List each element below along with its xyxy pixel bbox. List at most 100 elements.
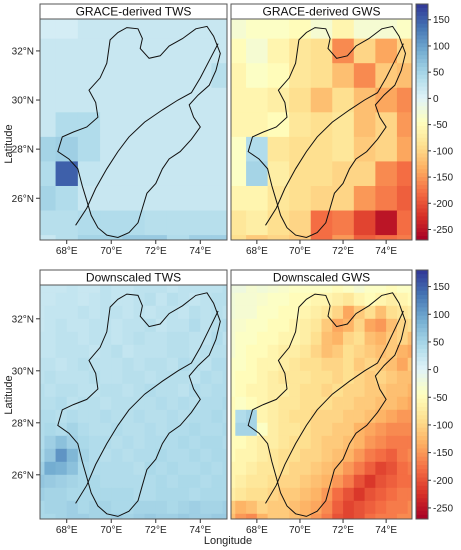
heatmap-cell [77,487,90,502]
heatmap-cell [235,285,247,294]
heatmap-cell [189,318,201,333]
heatmap-cell [364,344,376,359]
heatmap-cell [66,487,79,502]
heatmap-cell [40,305,45,320]
heatmap-cell [407,370,412,385]
heatmap-cell [310,292,322,307]
heatmap-cell [100,474,112,489]
colorbar-segment [416,282,428,288]
colorbar-segment [416,440,428,445]
heatmap-cell [155,370,168,385]
heatmap-cell [40,461,45,476]
colorbar-segment [416,47,428,52]
heatmap-cell [299,344,312,359]
heatmap-cell [407,422,412,437]
y-tick-label: 26°N [12,470,34,481]
heatmap-cell [267,513,279,519]
heatmap-cell [122,305,134,320]
heatmap-cell [44,435,56,450]
colorbar-segment [416,204,428,210]
colorbar-segment [416,473,428,478]
heatmap-cell [332,396,344,411]
heatmap-cell [278,370,290,385]
heatmap-cell [111,383,123,398]
x-tick-label: 68°E [246,246,268,257]
heatmap-cell [375,161,398,187]
heatmap-cell [299,396,312,411]
heatmap-cell [200,318,212,333]
heatmap-cell [88,396,101,411]
heatmap-cell [178,305,190,320]
colorbar-segment [416,102,428,107]
heatmap-cell [235,461,247,476]
heatmap-cell [178,500,190,515]
heatmap-cell [396,500,409,515]
heatmap-cell [66,435,79,450]
heatmap-cell [122,292,134,307]
heatmap-cell [77,435,90,450]
heatmap-cell [122,344,134,359]
map-panel: Downscaled TWS 68°E 70°E 72°E 74°E 32°N 30°N 28… [12,269,228,536]
heatmap-cell [289,318,301,333]
heatmap-cell [133,331,146,346]
colorbar-segment [416,70,428,76]
colorbar-segment [416,31,428,36]
heatmap-cell [332,38,355,64]
heatmap-cell [278,396,290,411]
heatmap-cell [40,396,45,411]
heatmap-cell [256,357,269,372]
colorbar-tick-label: -50 [433,120,448,131]
colorbar-segment [416,74,428,80]
heatmap-cell [235,292,247,307]
heatmap-cell [332,112,355,138]
heatmap-cell [231,63,247,89]
heatmap-cell [310,370,322,385]
heatmap-cell [166,318,179,333]
x-tick-label: 70°E [100,246,122,257]
heatmap-cell [144,422,157,437]
colorbar-segment [416,82,428,88]
heatmap-cell [189,285,201,294]
heatmap-cell [66,396,79,411]
x-tick-label: 74°E [375,246,397,257]
heatmap-cell [40,210,56,236]
heatmap-cell [310,396,322,411]
colorbar-segment [416,129,428,135]
heatmap-cell [100,185,123,211]
colorbar-segment [416,184,428,190]
heatmap-cell [353,161,376,187]
heatmap-cell [100,422,112,437]
heatmap-cell [321,344,333,359]
y-axis-label-bottom: Latitude [3,375,15,414]
heatmap-cell [321,357,333,372]
heatmap-cell [166,396,179,411]
heatmap-cell [310,331,322,346]
heatmap-cell [166,305,179,320]
heatmap-cell [321,500,333,515]
heatmap-cell [310,435,322,450]
heatmap-cell [267,500,279,515]
heatmap-cell [122,210,146,236]
heatmap-cell [246,318,258,333]
heatmap-cell [211,422,223,437]
heatmap-cell [231,19,247,40]
heatmap-cell [166,500,179,515]
heatmap-cell [386,474,398,489]
heatmap-cell [144,136,168,162]
heatmap-cell [211,331,223,346]
heatmap-cell [189,210,212,236]
colorbar-segment [416,27,428,33]
heatmap-cell [44,285,56,294]
heatmap-cell [133,396,146,411]
heatmap-cell [278,357,290,372]
heatmap-cell [231,344,236,359]
heatmap-cell [44,370,56,385]
heatmap-cell [289,38,312,64]
heatmap-cell [144,19,168,40]
colorbar-segment [416,311,428,317]
heatmap-cell [77,318,90,333]
heatmap-cell [40,344,45,359]
heatmap-cell [133,513,146,519]
heatmap-cell [88,357,101,372]
heatmap-cell [353,357,365,372]
